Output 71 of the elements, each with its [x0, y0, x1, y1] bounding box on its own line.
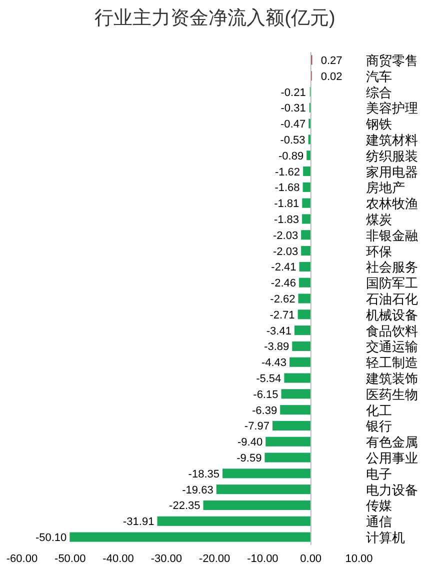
data-label: -1.62: [274, 166, 300, 178]
data-label: -0.89: [278, 150, 304, 162]
y-tick-label: 机械设备: [366, 307, 418, 322]
data-label: -0.31: [280, 102, 306, 115]
y-tick-label: 汽车: [366, 68, 392, 84]
data-label: 0.27: [320, 54, 342, 67]
data-label: -2.03: [273, 230, 298, 242]
data-label: -3.41: [266, 325, 292, 338]
data-label: -1.83: [274, 214, 300, 226]
data-label: -4.43: [261, 357, 287, 370]
y-tick-label: 家用电器: [366, 164, 418, 180]
y-tick-label: 房地产: [366, 180, 405, 196]
y-tick-label: 食品饮料: [366, 323, 418, 338]
x-tick-label: 10.00: [345, 553, 373, 565]
y-tick-label: 公用事业: [366, 450, 418, 466]
y-tick-label: 美容护理: [366, 100, 418, 116]
y-tick-label: 交通运输: [366, 339, 418, 354]
x-tick-label: -50.00: [54, 553, 86, 565]
y-tick-label: 石油石化: [366, 292, 418, 306]
y-tick-label: 通信: [366, 514, 392, 530]
x-tick-label: -60.00: [6, 553, 38, 565]
data-label: -0.47: [280, 118, 306, 131]
data-label: -9.59: [236, 452, 262, 465]
y-tick-label: 电子: [366, 466, 392, 482]
y-tick-label: 医药生物: [366, 386, 418, 402]
x-tick-label: -20.00: [198, 553, 230, 565]
data-label: -3.89: [264, 341, 290, 354]
y-tick-label: 传媒: [366, 498, 392, 514]
y-tick-label: 农林牧渔: [366, 196, 418, 212]
y-tick-label: 建筑装饰: [365, 371, 418, 386]
y-tick-label: 社会服务: [366, 260, 418, 275]
y-tick-label: 纺织服装: [366, 148, 418, 164]
data-label: -9.40: [238, 436, 263, 449]
data-label: -2.62: [270, 294, 296, 306]
y-tick-label: 电力设备: [366, 482, 418, 498]
data-label: -0.53: [280, 134, 306, 146]
y-tick-label: 计算机: [366, 530, 405, 546]
data-label: -50.10: [35, 532, 67, 544]
y-tick-label: 煤炭: [366, 212, 392, 227]
data-label: -18.35: [188, 468, 220, 480]
y-tick-label: 银行: [365, 418, 392, 434]
x-tick-label: -40.00: [102, 553, 134, 565]
data-label: -31.91: [123, 516, 154, 528]
y-tick-label: 有色金属: [366, 434, 418, 450]
data-label: 0.02: [320, 70, 342, 83]
data-label: -2.41: [271, 262, 296, 274]
data-label: -6.15: [253, 388, 278, 401]
y-tick-label: 化工: [366, 402, 392, 418]
y-tick-label: 轻工制造: [366, 355, 418, 370]
y-tick-label: 国防军工: [366, 276, 418, 291]
y-tick-label: 非银金融: [366, 228, 418, 243]
data-label: -1.81: [274, 198, 300, 210]
chart-title: 行业主力资金净流入额(亿元): [94, 7, 336, 29]
data-label: -1.68: [274, 182, 300, 194]
y-tick-label: 建筑材料: [365, 132, 418, 148]
data-label: -6.39: [252, 404, 278, 417]
data-label: -7.97: [244, 420, 270, 433]
y-tick-label: 环保: [366, 244, 392, 259]
data-label: -0.21: [280, 86, 306, 99]
data-label: -2.46: [270, 278, 296, 290]
data-label: -22.35: [169, 500, 200, 512]
data-label: -19.63: [182, 484, 214, 496]
y-tick-label: 钢铁: [365, 116, 392, 132]
x-tick-label: -10.00: [247, 553, 278, 565]
y-tick-label: 商贸零售: [366, 52, 418, 68]
data-label: -2.71: [270, 309, 295, 322]
data-label: -2.03: [273, 246, 298, 258]
x-tick-label: 0.00: [300, 553, 322, 565]
x-tick-label: -30.00: [150, 553, 182, 565]
y-tick-label: 综合: [366, 84, 392, 100]
data-label: -5.54: [256, 373, 282, 386]
